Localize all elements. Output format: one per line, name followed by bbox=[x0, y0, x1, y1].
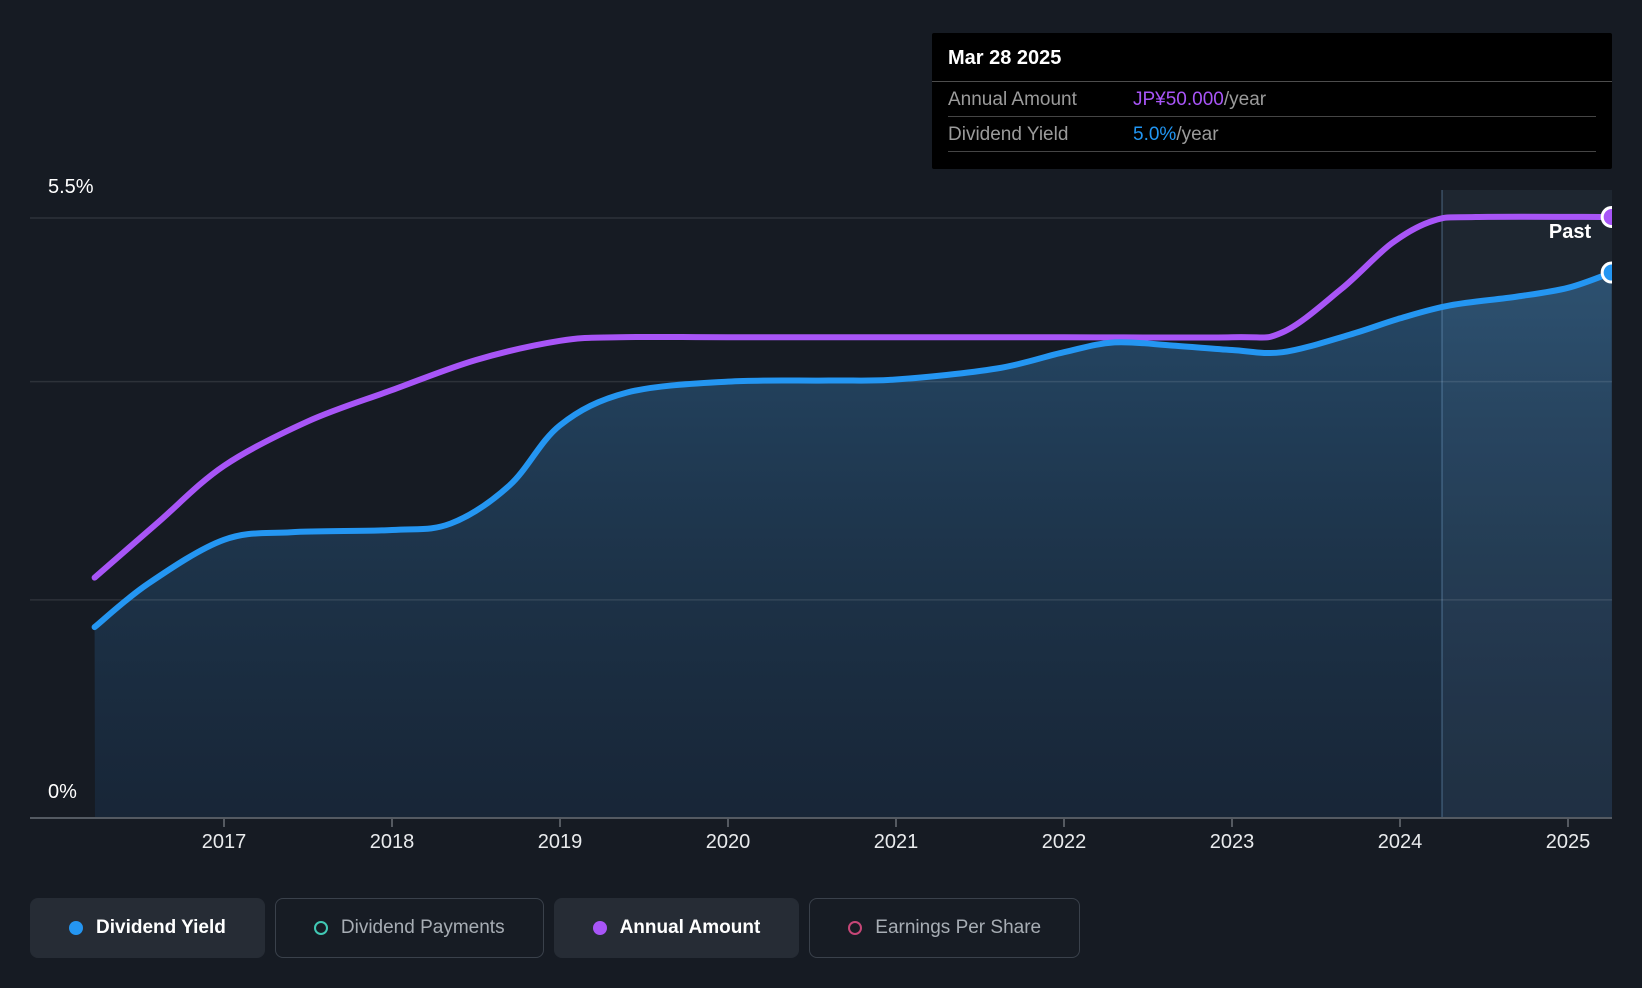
dividend-yield-area bbox=[94, 272, 1612, 818]
tooltip-value-suffix: /year bbox=[1176, 124, 1219, 145]
legend-earnings-per-share-button[interactable]: Earnings Per Share bbox=[809, 898, 1081, 958]
tooltip-label: Annual Amount bbox=[948, 89, 1077, 110]
legend-dividend-yield-button[interactable]: Dividend Yield bbox=[30, 898, 265, 958]
legend-dividend-payments-button[interactable]: Dividend Payments bbox=[274, 898, 544, 958]
tooltip-date: Mar 28 2025 bbox=[932, 33, 1612, 82]
dividend-yield-end-marker[interactable] bbox=[1600, 261, 1621, 284]
earnings-per-share-ring-icon bbox=[848, 921, 863, 935]
past-label: Past bbox=[1548, 221, 1592, 243]
tooltip-row-annual-amount: Annual Amount JP¥50.000 /year bbox=[948, 82, 1596, 117]
annual-amount-dot-icon bbox=[592, 921, 607, 935]
tooltip-row-dividend-yield: Dividend Yield 5.0% /year bbox=[948, 117, 1596, 152]
tooltip-value-suffix: /year bbox=[1223, 89, 1267, 110]
chart-legend: Dividend Yield Dividend Payments Annual … bbox=[30, 898, 1081, 958]
legend-label: Annual Amount bbox=[619, 917, 761, 938]
tooltip-value: 5.0% bbox=[1133, 124, 1177, 145]
legend-label: Earnings Per Share bbox=[875, 917, 1042, 938]
y-axis-label-zero: 0% bbox=[48, 781, 77, 803]
legend-annual-amount-button[interactable]: Annual Amount bbox=[553, 898, 800, 958]
legend-label: Dividend Payments bbox=[340, 917, 505, 938]
annual-amount-line bbox=[91, 213, 1612, 581]
dividend-yield-dot-icon bbox=[69, 921, 83, 935]
y-axis-label-max: 5.5% bbox=[48, 176, 94, 198]
tooltip-value: JP¥50.000 bbox=[1133, 89, 1224, 110]
annual-amount-end-marker[interactable] bbox=[1600, 206, 1621, 228]
tooltip-label: Dividend Yield bbox=[948, 124, 1069, 145]
dividend-payments-ring-icon bbox=[313, 921, 328, 935]
x-axis-ticks bbox=[223, 819, 1569, 827]
chart-tooltip: Mar 28 2025 Annual Amount JP¥50.000 /yea… bbox=[932, 33, 1612, 169]
legend-label: Dividend Yield bbox=[96, 917, 226, 938]
dividend-yield-line bbox=[91, 269, 1612, 631]
